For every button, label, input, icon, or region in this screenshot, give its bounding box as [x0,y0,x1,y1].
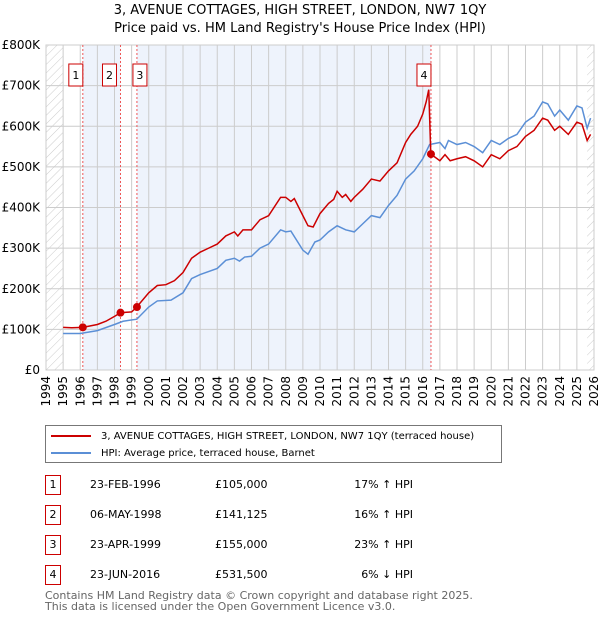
sale-number-box: 2 [45,505,61,525]
sale-point [78,323,87,332]
x-tick-label: 2026 [587,376,600,407]
sale-point [426,150,435,159]
y-tick-label: £500K [2,160,42,174]
sale-date: 06-MAY-1998 [90,508,162,521]
x-tick-label: 2005 [227,376,241,407]
legend: 3, AVENUE COTTAGES, HIGH STREET, LONDON,… [45,425,502,463]
sale-hpi-diff: 23% ↑ HPI [354,538,413,551]
sale-number-box: 1 [45,475,61,495]
chart-title: 3, AVENUE COTTAGES, HIGH STREET, LONDON,… [113,3,487,18]
sale-date: 23-JUN-2016 [90,568,161,581]
y-tick-label: £700K [2,79,42,93]
x-tick-label: 2003 [193,376,207,407]
x-tick-label: 2009 [296,376,310,407]
sale-hpi-diff: 16% ↑ HPI [354,508,413,521]
x-tick-label: 2002 [176,376,190,407]
sale-label-number: 1 [72,69,79,82]
sale-label-box [132,63,148,87]
y-tick-label: £0 [25,363,40,377]
y-tick-label: £400K [2,201,42,215]
x-tick-label: 2021 [501,376,515,407]
x-tick-label: 2019 [467,376,481,407]
x-tick-label: 2018 [450,376,464,407]
footer-line: This data is licensed under the Open Gov… [45,600,396,613]
y-tick-label: £300K [2,241,42,255]
property-price-line [63,89,592,329]
sale-label-box [416,63,432,87]
footer: Contains HM Land Registry data © Crown c… [45,590,473,612]
sale-hpi-diff: 17% ↑ HPI [354,478,413,491]
sale-date: 23-FEB-1996 [90,478,161,491]
x-tick-label: 2022 [519,376,533,407]
y-tick-label: £200K [2,282,42,296]
sale-label-box [68,63,84,87]
chart-subtitle: Price paid vs. HM Land Registry's House … [114,21,486,36]
sale-price: £141,125 [215,508,268,521]
x-tick-label: 2020 [484,376,498,407]
blue-line-swatch [51,452,91,454]
sale-number-box: 3 [45,535,61,555]
x-tick-label: 1995 [56,376,70,407]
x-tick-label: 2010 [313,376,327,407]
sale-price: £105,000 [215,478,268,491]
sale-label-number: 3 [136,69,143,82]
x-tick-label: 1998 [108,376,122,407]
sale-label-box [101,63,117,87]
price-chart: 1 2 3 4 £0 £100K £200K £300K £400K £500K £600K £700… [2,38,600,407]
y-tick-label: £100K [2,322,42,336]
y-tick-label: £800K [2,38,42,52]
footer-line: Contains HM Land Registry data © Crown c… [45,589,473,602]
x-tick-label: 2004 [210,376,224,407]
sale-point [132,303,141,312]
x-tick-label: 1997 [90,376,104,407]
sale-label-number: 4 [420,69,427,82]
legend-item-hpi: HPI: Average price, terraced house, Barn… [51,445,315,461]
x-tick-label: 2000 [142,376,156,407]
x-tick-label: 2016 [416,376,430,407]
x-tick-label: 2007 [262,376,276,407]
plot-border [45,44,595,371]
x-tick-label: 1994 [39,376,53,407]
hpi-line [63,100,592,335]
x-tick-label: 1996 [73,376,87,407]
x-tick-label: 2015 [399,376,413,407]
x-tick-label: 2012 [347,376,361,407]
legend-label: 3, AVENUE COTTAGES, HIGH STREET, LONDON,… [101,430,475,442]
x-tick-label: 2024 [553,376,567,407]
x-tick-label: 2025 [570,376,584,407]
legend-label: HPI: Average price, terraced house, Barn… [101,447,315,459]
x-tick-label: 2017 [433,376,447,407]
sale-price: £531,500 [215,568,268,581]
x-tick-label: 2001 [159,376,173,407]
sale-price: £155,000 [215,538,268,551]
x-tick-label: 2014 [382,376,396,407]
y-tick-label: £600K [2,119,42,133]
sale-point [116,308,125,317]
sale-number-box: 4 [45,565,61,585]
x-tick-label: 1999 [125,376,139,407]
x-tick-label: 2008 [279,376,293,407]
x-tick-label: 2023 [536,376,550,407]
x-tick-label: 2006 [245,376,259,407]
sale-label-number: 2 [106,69,113,82]
x-tick-label: 2011 [330,376,344,407]
legend-item-property: 3, AVENUE COTTAGES, HIGH STREET, LONDON,… [51,428,474,444]
x-tick-label: 2013 [364,376,378,407]
sale-date: 23-APR-1999 [90,538,162,551]
red-line-swatch [51,435,91,437]
sale-hpi-diff: 6% ↓ HPI [361,568,413,581]
